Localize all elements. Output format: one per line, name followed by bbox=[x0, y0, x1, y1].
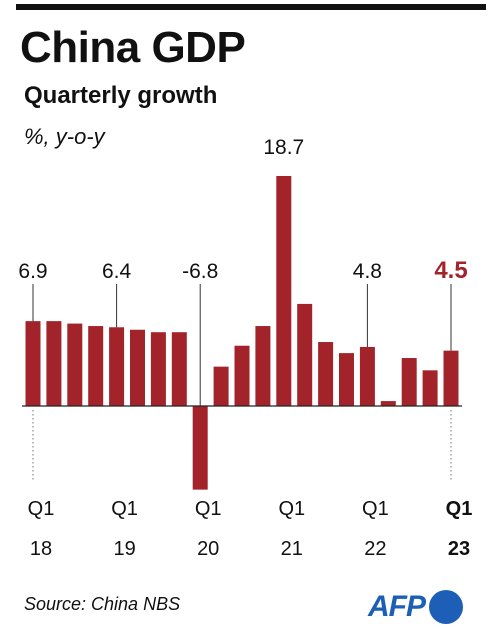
afp-logo-dot bbox=[429, 590, 463, 624]
data-label-8: -6.8 bbox=[182, 260, 218, 283]
bar-19 bbox=[422, 370, 438, 406]
x-tick-year-16: 22 bbox=[364, 538, 386, 560]
x-tick-year-0: 18 bbox=[30, 538, 52, 560]
x-tick-quarter-0: Q1 bbox=[28, 498, 55, 520]
data-label-16: 4.8 bbox=[353, 260, 382, 283]
bar-15 bbox=[339, 353, 354, 406]
source-note: Source: China NBS bbox=[24, 594, 181, 614]
x-tick-year-20: 23 bbox=[448, 538, 470, 560]
bar-2 bbox=[67, 323, 83, 406]
bar-16 bbox=[359, 346, 375, 406]
x-tick-quarter-8: Q1 bbox=[195, 498, 222, 520]
afp-logo: AFP bbox=[368, 590, 463, 624]
x-tick-quarter-4: Q1 bbox=[111, 498, 138, 520]
bar-18 bbox=[401, 358, 417, 406]
x-tick-year-4: 19 bbox=[113, 538, 135, 560]
bar-17 bbox=[380, 401, 396, 406]
bar-9 bbox=[213, 366, 229, 406]
data-label-12: 18.7 bbox=[263, 136, 304, 159]
data-label-0: 6.9 bbox=[18, 260, 47, 283]
x-tick-quarter-16: Q1 bbox=[362, 498, 389, 520]
data-label-4: 6.4 bbox=[102, 260, 132, 283]
bar-3 bbox=[88, 326, 104, 406]
bar-0 bbox=[25, 321, 41, 406]
bar-5 bbox=[130, 329, 145, 406]
bar-8 bbox=[192, 406, 208, 490]
bar-12 bbox=[276, 175, 292, 406]
top-rule bbox=[16, 4, 486, 10]
bar-1 bbox=[46, 321, 62, 406]
x-tick-year-8: 20 bbox=[197, 538, 219, 560]
bar-20 bbox=[443, 350, 459, 406]
bar-11 bbox=[255, 326, 271, 406]
bar-14 bbox=[318, 342, 334, 406]
bar-4 bbox=[109, 327, 125, 406]
x-tick-quarter-20: Q1 bbox=[446, 498, 473, 520]
unit-label: %, y-o-y bbox=[24, 124, 105, 149]
chart-title: China GDP bbox=[20, 23, 246, 72]
x-tick-quarter-12: Q1 bbox=[278, 498, 305, 520]
bar-7 bbox=[171, 332, 187, 406]
x-tick-year-12: 21 bbox=[281, 538, 303, 560]
afp-logo-text: AFP bbox=[368, 590, 426, 623]
bar-6 bbox=[150, 332, 166, 406]
data-label-20: 4.5 bbox=[434, 257, 467, 284]
bar-13 bbox=[297, 303, 313, 406]
chart-subtitle: Quarterly growth bbox=[24, 82, 218, 109]
bar-10 bbox=[234, 345, 250, 406]
